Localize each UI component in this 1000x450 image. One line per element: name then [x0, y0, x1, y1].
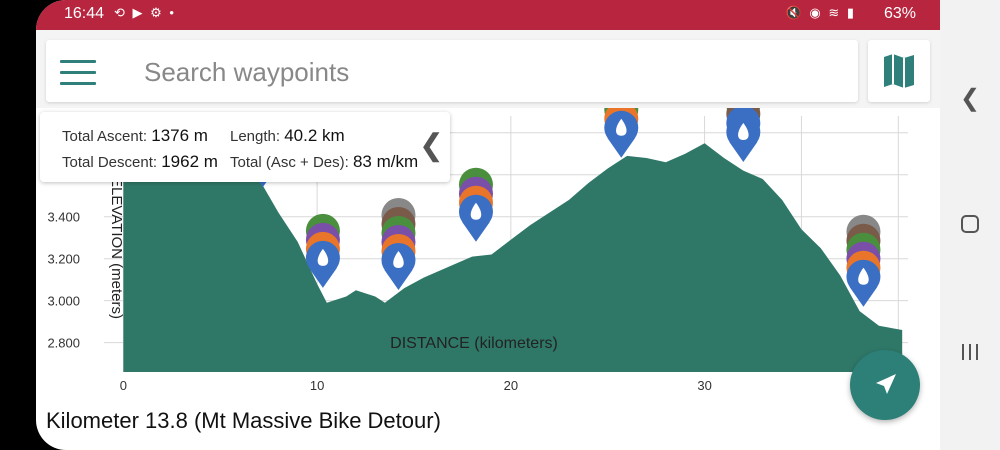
descent-label: Total Descent:	[62, 154, 158, 171]
asc-des-label: Total (Asc + Des):	[230, 154, 349, 171]
home-nav-button[interactable]	[954, 208, 986, 240]
water-drop-icon	[470, 202, 482, 220]
water-drop-icon	[738, 122, 749, 140]
navigate-button[interactable]	[850, 350, 920, 420]
recents-nav-button[interactable]	[954, 336, 986, 368]
elevation-area	[123, 134, 903, 372]
menu-button[interactable]	[60, 56, 96, 86]
navigation-arrow-icon	[876, 374, 896, 394]
water-drop-icon	[616, 118, 627, 136]
selected-waypoint-title: Kilometer 13.8 (Mt Massive Bike Detour)	[46, 408, 441, 433]
home-nav-icon	[961, 215, 979, 233]
asc-des-value: 83 m/km	[352, 152, 419, 171]
search-card	[46, 40, 858, 102]
y-axis-label: ELEVATION (meters)	[108, 177, 125, 319]
asc-des-row: Total (Asc + Des): 83 m/km	[230, 152, 418, 172]
ascent-row: Total Ascent: 1376 m	[62, 126, 208, 146]
back-nav-icon[interactable]: ❮	[959, 85, 981, 112]
system-icons: 🔇 ◉ ≋ ▮	[785, 5, 856, 20]
notification-icons: ⟲ ▶ ⚙ •	[114, 5, 176, 20]
y-tick-label: 2.800	[47, 336, 80, 351]
x-tick-label: 20	[504, 378, 518, 393]
waypoint-pin[interactable]	[305, 213, 340, 288]
hamburger-icon-line	[60, 71, 96, 74]
battery-level: 63%	[883, 5, 916, 22]
y-tick-label: 3.400	[47, 210, 80, 225]
x-axis-ticks: 0 10 20 30	[120, 378, 712, 393]
descent-row: Total Descent: 1962 m	[62, 152, 218, 172]
search-input[interactable]	[142, 52, 836, 92]
waypoint-pin[interactable]	[846, 214, 881, 307]
ascent-label: Total Ascent:	[62, 128, 148, 145]
x-axis-label: DISTANCE (kilometers)	[390, 335, 558, 352]
water-drop-icon	[393, 250, 404, 268]
hamburger-icon	[60, 60, 96, 63]
stats-card: Total Ascent: 1376 m Length: 40.2 km Tot…	[40, 112, 450, 182]
top-bar	[36, 30, 940, 108]
water-drop-icon	[317, 248, 329, 266]
length-value: 40.2 km	[284, 126, 345, 145]
hamburger-icon-line	[60, 82, 96, 85]
map-view-button[interactable]	[868, 40, 930, 102]
recents-nav-icon	[962, 344, 978, 360]
status-bar: 16:44 ⟲ ▶ ⚙ • 🔇 ◉ ≋ ▮ 63%	[36, 0, 940, 30]
water-drop-icon	[858, 267, 869, 285]
length-label: Length:	[230, 128, 281, 145]
status-time: 16:44	[64, 5, 105, 22]
waypoint-pin[interactable]	[458, 167, 493, 242]
waypoint-pin[interactable]	[726, 108, 761, 162]
length-row: Length: 40.2 km	[230, 126, 345, 146]
waypoint-pin[interactable]	[381, 197, 416, 290]
app-screen: 16:44 ⟲ ▶ ⚙ • 🔇 ◉ ≋ ▮ 63% 2.800 3.000 3.20…	[36, 0, 940, 450]
x-tick-label: 30	[697, 378, 711, 393]
x-tick-label: 0	[120, 378, 127, 393]
collapse-stats-icon[interactable]: ❮	[418, 129, 444, 162]
y-tick-label: 3.200	[47, 252, 80, 267]
y-tick-label: 3.000	[47, 294, 80, 309]
waypoint-pin[interactable]	[604, 108, 639, 158]
map-icon	[884, 54, 914, 88]
ascent-value: 1376 m	[151, 126, 208, 145]
system-nav-bar: ❮	[940, 0, 1000, 450]
x-tick-label: 10	[310, 378, 324, 393]
descent-value: 1962 m	[161, 152, 218, 171]
